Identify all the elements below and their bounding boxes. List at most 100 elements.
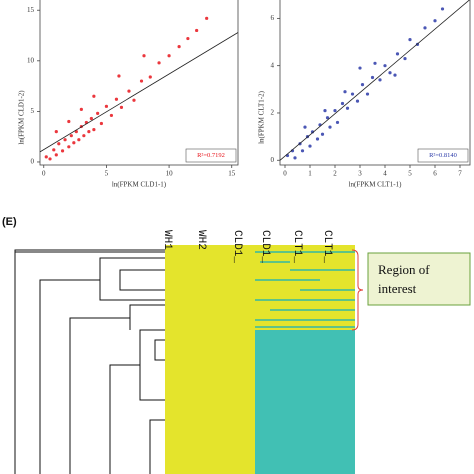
x-axis-label: ln(FPKM CLD1-1) <box>112 181 167 189</box>
column-label: CLD1_ <box>231 230 243 263</box>
point <box>440 7 445 11</box>
heatmap-teal <box>255 330 355 474</box>
x-tick-label: 3 <box>358 170 362 178</box>
point <box>139 79 144 83</box>
x-tick-label: 5 <box>105 170 109 178</box>
point <box>117 74 121 78</box>
point <box>303 125 307 129</box>
x-tick-label: 7 <box>458 170 462 178</box>
point <box>87 130 91 134</box>
point <box>358 66 362 70</box>
point <box>82 134 86 138</box>
point <box>127 89 131 93</box>
point <box>403 56 407 61</box>
x-tick-label: 0 <box>42 170 46 178</box>
y-tick-label: 0 <box>31 158 35 166</box>
point <box>315 137 320 141</box>
x-tick-label: 1 <box>308 170 312 178</box>
y-axis-label: ln(FPKM CLT1-2) <box>258 90 266 144</box>
point <box>92 94 96 98</box>
point <box>48 157 52 161</box>
point <box>119 105 124 109</box>
point <box>79 107 83 111</box>
x-axis-label: ln(FPKM CLT1-1) <box>349 181 403 189</box>
point <box>54 130 58 134</box>
point <box>408 38 412 42</box>
panel-label: (E) <box>2 216 17 228</box>
point <box>300 149 305 153</box>
point <box>69 134 73 138</box>
x-tick-label: 5 <box>408 170 412 178</box>
point <box>142 54 146 58</box>
point <box>373 61 377 65</box>
point <box>340 101 345 106</box>
point <box>63 138 67 142</box>
fit-line <box>279 0 470 161</box>
y-tick-label: 0 <box>271 156 275 164</box>
y-tick-label: 2 <box>271 109 275 117</box>
point <box>350 92 355 96</box>
point <box>157 61 161 65</box>
point <box>328 125 332 129</box>
point <box>345 106 350 110</box>
plot-frame <box>279 0 471 166</box>
point <box>186 36 190 41</box>
annotation-box <box>417 148 469 163</box>
point <box>293 156 297 160</box>
point <box>310 130 315 134</box>
point <box>99 121 104 126</box>
column-label: CLD1_ <box>259 230 271 263</box>
point <box>67 145 71 149</box>
point <box>378 78 382 82</box>
point <box>433 19 437 23</box>
point <box>333 109 337 113</box>
point <box>60 149 65 153</box>
point <box>423 26 427 30</box>
point <box>388 71 392 75</box>
point <box>177 45 181 49</box>
y-axis-label: ln(FPKM CLD1-2) <box>18 90 26 145</box>
annotation-line: Region of <box>378 262 430 277</box>
point <box>52 148 56 152</box>
point <box>195 28 199 33</box>
point <box>57 142 61 146</box>
point <box>395 52 400 56</box>
point <box>365 92 370 96</box>
point <box>320 132 325 136</box>
point <box>325 116 330 120</box>
point <box>343 90 347 94</box>
y-tick-label: 6 <box>271 14 275 22</box>
y-tick-label: 4 <box>271 61 275 69</box>
point <box>104 104 109 108</box>
point <box>148 75 152 79</box>
point <box>167 54 171 58</box>
heatmap-stripes <box>255 251 355 328</box>
point <box>67 119 71 124</box>
point <box>360 82 365 87</box>
column-label: WH2 <box>195 230 207 250</box>
point <box>323 109 327 113</box>
point <box>335 120 340 125</box>
x-tick-label: 2 <box>333 170 337 178</box>
point <box>355 99 360 103</box>
point <box>370 75 375 80</box>
point <box>92 127 96 132</box>
annotation: R²=0.7192 <box>197 152 225 159</box>
point <box>89 116 93 121</box>
x-tick-label: 4 <box>383 170 387 178</box>
plot-frame <box>39 0 239 166</box>
point <box>114 97 119 101</box>
y-tick-label: 10 <box>27 56 35 64</box>
point <box>383 64 387 68</box>
annotation-box <box>367 252 471 306</box>
x-tick-label: 15 <box>228 170 236 178</box>
x-tick-label: 6 <box>433 170 437 178</box>
dendrogram <box>14 249 165 474</box>
annotation-line: interest <box>378 281 417 296</box>
x-tick-label: 10 <box>166 170 174 178</box>
point <box>205 16 209 20</box>
point <box>393 73 397 77</box>
column-label: CLT1_ <box>321 230 333 263</box>
point <box>44 155 48 159</box>
